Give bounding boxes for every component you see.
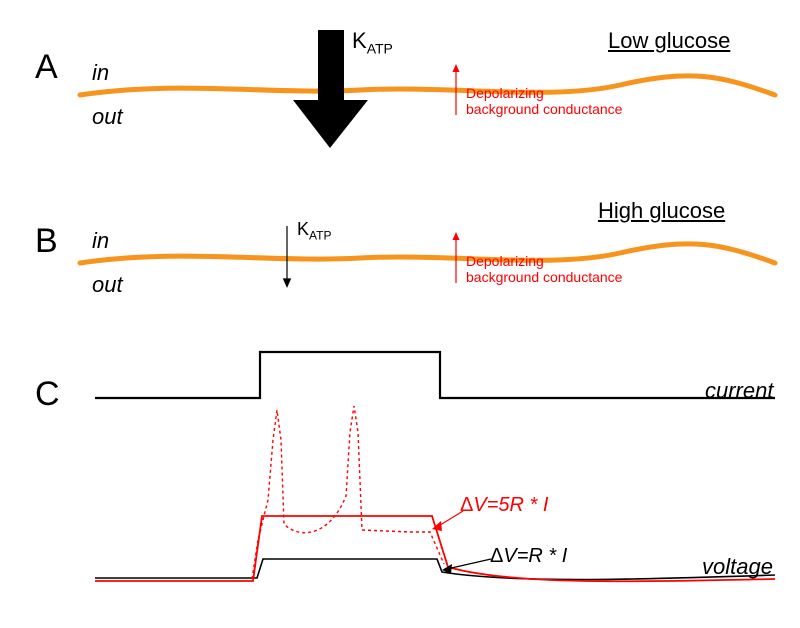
panel-b-out: out	[92, 272, 123, 298]
panel-c-label: C	[35, 375, 60, 414]
formula-red: ΔV=5R * I	[460, 494, 548, 517]
diagram-canvas	[0, 0, 800, 628]
formula-black: ΔV=R * I	[490, 545, 567, 568]
panel-a-katp: KATP	[352, 28, 393, 56]
panel-b-in: in	[92, 228, 109, 254]
panel-a-depol: Depolarizing background conductance	[466, 85, 622, 117]
panel-a-condition: Low glucose	[608, 28, 730, 54]
panel-b-depol: Depolarizing background conductance	[466, 253, 622, 285]
panel-b-katp: KATP	[297, 219, 331, 243]
panel-a-in: in	[92, 60, 109, 86]
panel-b-condition: High glucose	[598, 198, 725, 224]
panel-b-label: B	[35, 222, 58, 261]
voltage-label: voltage	[702, 554, 773, 580]
current-label: current	[705, 378, 773, 404]
panel-a-label: A	[35, 48, 58, 87]
panel-a-out: out	[92, 104, 123, 130]
